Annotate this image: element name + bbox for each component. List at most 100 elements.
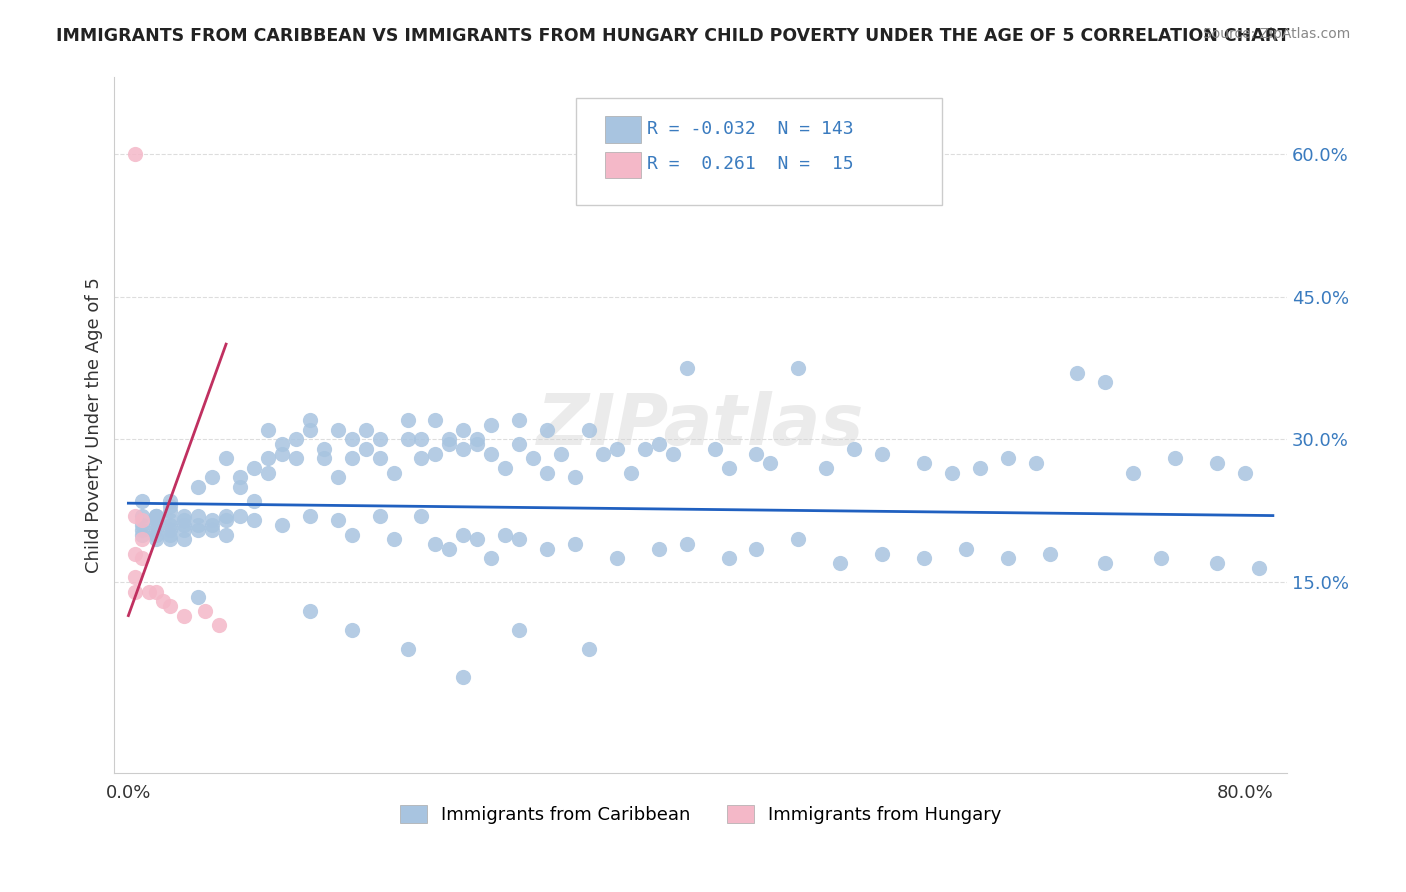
Point xyxy=(634,442,657,456)
Point xyxy=(425,413,447,427)
Point xyxy=(312,442,335,456)
Point xyxy=(508,533,530,547)
Point xyxy=(425,537,447,551)
Point xyxy=(479,447,502,461)
Point xyxy=(396,433,419,447)
Point xyxy=(201,523,224,537)
Point xyxy=(215,451,238,466)
Point xyxy=(124,508,146,523)
Point xyxy=(173,508,195,523)
Point xyxy=(131,523,153,537)
Text: R =  0.261  N =  15: R = 0.261 N = 15 xyxy=(647,155,853,173)
Point xyxy=(465,533,488,547)
Point xyxy=(229,480,252,494)
Point xyxy=(368,508,391,523)
Point xyxy=(187,480,209,494)
Point xyxy=(675,360,697,375)
Point xyxy=(494,461,516,475)
Point xyxy=(298,413,321,427)
Point xyxy=(439,437,461,451)
Point xyxy=(411,451,433,466)
Point xyxy=(201,513,224,527)
Point xyxy=(326,513,349,527)
Point xyxy=(229,508,252,523)
Point xyxy=(159,518,181,533)
Point xyxy=(145,584,167,599)
Point xyxy=(159,494,181,508)
Point xyxy=(340,527,363,541)
Point xyxy=(439,541,461,556)
Point xyxy=(745,541,768,556)
Point xyxy=(257,423,280,437)
Point xyxy=(145,523,167,537)
Point xyxy=(326,423,349,437)
Point xyxy=(787,360,810,375)
Point xyxy=(997,451,1019,466)
Point xyxy=(912,456,935,470)
Point xyxy=(1150,551,1173,566)
Point xyxy=(759,456,782,470)
Point xyxy=(368,451,391,466)
Point xyxy=(844,442,866,456)
Point xyxy=(396,641,419,656)
Point xyxy=(194,604,217,618)
Point xyxy=(815,461,838,475)
Point xyxy=(201,518,224,533)
Point xyxy=(201,470,224,484)
Point xyxy=(243,461,266,475)
Point xyxy=(187,590,209,604)
Point xyxy=(270,437,292,451)
Point xyxy=(145,527,167,541)
Point xyxy=(453,423,475,437)
Point xyxy=(312,451,335,466)
Point xyxy=(159,504,181,518)
Point xyxy=(648,437,671,451)
Point xyxy=(215,508,238,523)
Point xyxy=(703,442,725,456)
Point xyxy=(717,551,740,566)
Point xyxy=(284,433,307,447)
Point xyxy=(536,466,558,480)
Point xyxy=(257,466,280,480)
Point xyxy=(1094,376,1116,390)
Point xyxy=(159,527,181,541)
Point xyxy=(243,513,266,527)
Point xyxy=(453,442,475,456)
Point xyxy=(1247,561,1270,575)
Point xyxy=(955,541,977,556)
Point xyxy=(606,551,628,566)
Point xyxy=(270,447,292,461)
Point xyxy=(215,513,238,527)
Point xyxy=(340,451,363,466)
Point xyxy=(124,547,146,561)
Point xyxy=(145,508,167,523)
Point xyxy=(145,508,167,523)
Point xyxy=(368,433,391,447)
Point xyxy=(298,423,321,437)
Y-axis label: Child Poverty Under the Age of 5: Child Poverty Under the Age of 5 xyxy=(86,277,103,573)
Point xyxy=(508,413,530,427)
Point xyxy=(229,470,252,484)
Point xyxy=(479,551,502,566)
Text: ZIPatlas: ZIPatlas xyxy=(537,391,865,459)
Point xyxy=(453,671,475,685)
Point xyxy=(159,599,181,613)
Point xyxy=(522,451,544,466)
Point xyxy=(606,442,628,456)
Point xyxy=(564,470,586,484)
Legend: Immigrants from Caribbean, Immigrants from Hungary: Immigrants from Caribbean, Immigrants fr… xyxy=(391,796,1011,833)
Point xyxy=(479,418,502,433)
Point xyxy=(124,584,146,599)
Point xyxy=(648,541,671,556)
Point xyxy=(159,499,181,513)
Point xyxy=(717,461,740,475)
Point xyxy=(787,533,810,547)
Point xyxy=(326,470,349,484)
Point xyxy=(465,433,488,447)
Point xyxy=(145,518,167,533)
Point xyxy=(131,527,153,541)
Point xyxy=(745,447,768,461)
Point xyxy=(578,423,600,437)
Point xyxy=(1038,547,1060,561)
Text: Source: ZipAtlas.com: Source: ZipAtlas.com xyxy=(1202,27,1350,41)
